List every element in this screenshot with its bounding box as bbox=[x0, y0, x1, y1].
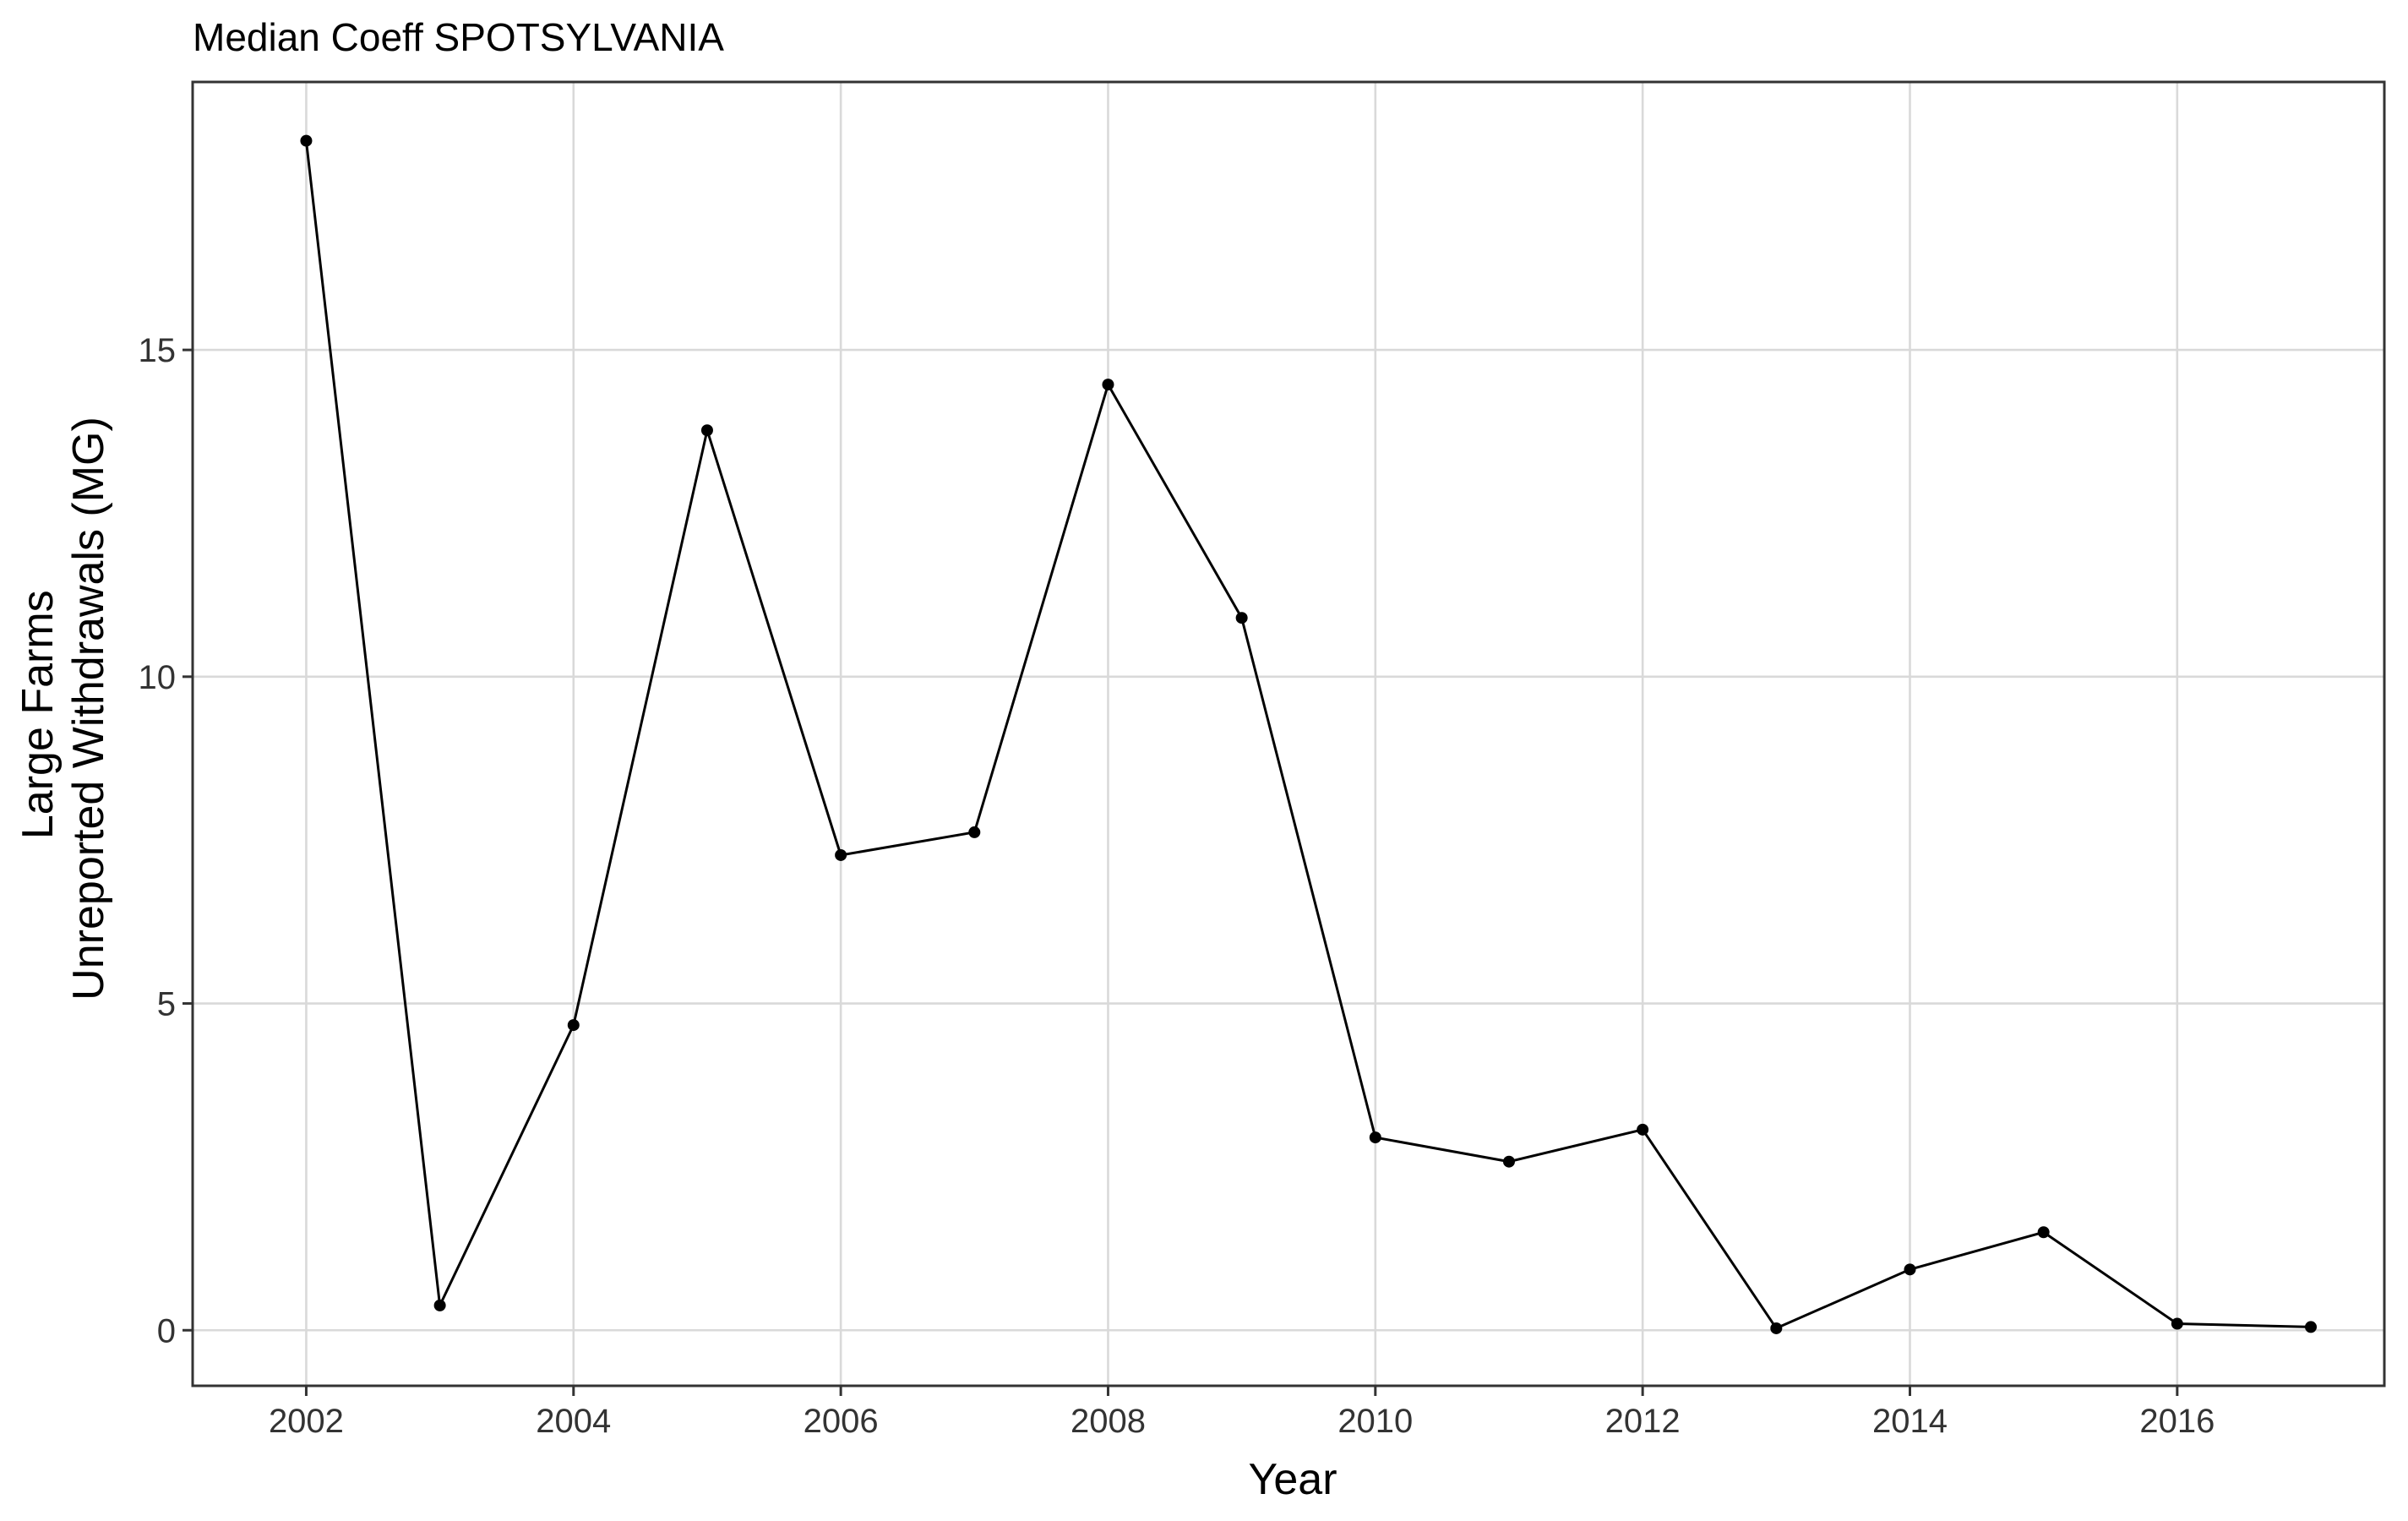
data-point bbox=[1502, 1155, 1515, 1168]
data-point bbox=[433, 1299, 446, 1311]
data-point bbox=[835, 848, 847, 861]
x-tick-label: 2008 bbox=[1071, 1403, 1146, 1440]
data-point bbox=[1904, 1263, 1916, 1276]
chart-title: Median Coeff SPOTSYLVANIA bbox=[193, 15, 724, 59]
y-tick-label: 10 bbox=[139, 659, 177, 696]
data-point bbox=[2037, 1226, 2050, 1239]
y-axis-label: Large Farms Unreported Withdrawals (MG) bbox=[14, 417, 113, 1000]
x-tick-label: 2004 bbox=[536, 1403, 611, 1440]
axes: 2002 2004 2006 2008 2010 2012 2014 2016 0 5 10 15 bbox=[139, 332, 2215, 1440]
data-point bbox=[1369, 1131, 1381, 1144]
data-series bbox=[300, 134, 2318, 1334]
data-point bbox=[2171, 1317, 2183, 1330]
data-point bbox=[300, 134, 313, 147]
y-axis-label-line-2: Unreported Withdrawals (MG) bbox=[64, 417, 113, 1000]
data-point bbox=[1770, 1322, 1783, 1334]
x-tick-label: 2002 bbox=[269, 1403, 344, 1440]
y-axis-label-line-1: Large Farms bbox=[14, 590, 63, 839]
y-tick-label: 15 bbox=[139, 332, 177, 369]
data-point bbox=[2305, 1321, 2318, 1333]
plot-panel bbox=[191, 80, 2386, 1387]
y-tick-label: 5 bbox=[157, 986, 176, 1023]
data-point bbox=[567, 1019, 580, 1032]
data-point bbox=[968, 826, 981, 838]
series-line bbox=[304, 140, 2312, 1330]
data-point bbox=[700, 424, 713, 437]
x-tick-label: 2016 bbox=[2139, 1403, 2215, 1440]
y-tick-label: 0 bbox=[157, 1312, 176, 1349]
data-point bbox=[1235, 612, 1248, 624]
x-tick-label: 2010 bbox=[1337, 1403, 1413, 1440]
x-tick-label: 2014 bbox=[1872, 1403, 1948, 1440]
x-tick-label: 2012 bbox=[1605, 1403, 1681, 1440]
data-point bbox=[1102, 379, 1114, 391]
data-point bbox=[1637, 1123, 1649, 1136]
x-axis-label: Year bbox=[1248, 1455, 1337, 1504]
grid-lines bbox=[193, 82, 2384, 1386]
x-tick-label: 2006 bbox=[804, 1403, 879, 1440]
